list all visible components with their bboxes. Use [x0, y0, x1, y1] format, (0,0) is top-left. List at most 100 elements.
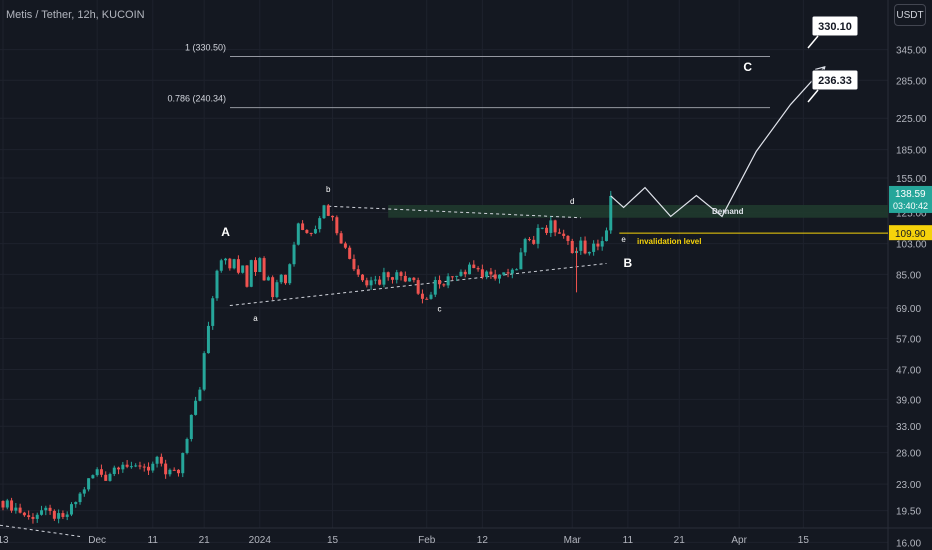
candle-body [245, 265, 249, 287]
wave-label: b [326, 185, 331, 194]
candle-body [69, 504, 73, 515]
time-tick-label: 2024 [249, 535, 272, 546]
wave-label: A [221, 225, 230, 239]
candle-body [420, 293, 424, 299]
candle-body [326, 205, 330, 216]
candle-body [194, 400, 198, 415]
time-tick-label: 21 [199, 535, 211, 546]
candle-body [185, 439, 189, 454]
wave-label: c [438, 304, 442, 313]
candle-body [266, 277, 270, 281]
candle-body [155, 456, 159, 464]
candle-body [228, 258, 232, 269]
candle-body [249, 260, 253, 287]
candle-body [545, 227, 549, 233]
candle-body [164, 463, 168, 475]
candle-body [587, 251, 591, 254]
candle-body [378, 279, 382, 285]
candle-body [489, 271, 493, 275]
time-tick-label: 15 [327, 535, 339, 546]
price-tick-label: 225.00 [896, 114, 927, 125]
candle-body [219, 260, 223, 271]
candle-body [570, 240, 574, 254]
candle-body [429, 294, 433, 299]
candle-body [455, 275, 459, 277]
target-callout-pointer [807, 35, 819, 49]
candle-body [10, 500, 14, 511]
candle-body [108, 474, 112, 481]
candle-body [82, 489, 86, 494]
candle-body [412, 277, 416, 281]
candle-body [125, 464, 129, 467]
candle-body [403, 275, 407, 282]
candle-body [129, 466, 133, 468]
currency-button[interactable]: USDT [894, 4, 926, 26]
time-tick-label: 11 [148, 535, 159, 546]
candle-body [540, 227, 544, 229]
fib-label: 0.786 (240.34) [167, 94, 226, 104]
wave-label: C [743, 60, 752, 74]
candle-body [296, 223, 300, 245]
candle-body [592, 243, 596, 252]
time-tick-label: 11 [623, 535, 634, 546]
price-tick-label: 69.00 [896, 304, 921, 315]
candle-body [425, 298, 429, 300]
candle-body [382, 272, 386, 285]
candle-body [91, 475, 95, 479]
candle-body [476, 268, 480, 270]
candle-body [408, 277, 412, 282]
candle-body [566, 235, 570, 241]
candle-body [142, 466, 146, 468]
candle-body [112, 467, 116, 475]
candle-body [583, 240, 587, 254]
time-tick-label: Feb [418, 535, 436, 546]
candle-body [31, 517, 35, 519]
candle-body [224, 258, 228, 261]
candle-body [262, 258, 266, 281]
candle-body [510, 269, 514, 274]
candle-body [335, 217, 339, 234]
candle-body [497, 274, 501, 279]
candle-body [356, 269, 360, 275]
candle-body [361, 274, 365, 281]
last-price-label: 138.59 [895, 189, 926, 200]
time-tick-label: 12 [477, 535, 489, 546]
candle-body [386, 272, 390, 278]
time-tick-label: Mar [564, 535, 582, 546]
candle-body [485, 271, 489, 277]
candle-body [258, 258, 262, 272]
wave-label: d [570, 197, 574, 206]
chart-header-title: Metis / Tether, 12h, KUCOIN [6, 9, 145, 21]
candle-body [459, 271, 463, 276]
candle-body [57, 513, 61, 519]
price-tick-label: 285.00 [896, 76, 927, 87]
wave-label: e [621, 235, 626, 244]
candle-body [390, 277, 394, 280]
candle-body [48, 507, 52, 511]
candle-body [352, 258, 356, 270]
candle-body [331, 215, 335, 218]
candle-body [480, 269, 484, 277]
candle-body [215, 270, 219, 299]
candle-body [343, 243, 347, 248]
time-tick-label: Apr [731, 535, 747, 546]
candle-body [339, 233, 343, 244]
candle-body [472, 264, 476, 269]
candle-body [117, 467, 121, 470]
trendline-upper [328, 205, 581, 219]
invalidation-price-label: 109.90 [895, 229, 926, 240]
price-tick-label: 39.00 [896, 395, 921, 406]
candle-body [322, 205, 326, 219]
candle-body [553, 220, 557, 233]
candle-body [35, 514, 39, 519]
candle-body [61, 513, 65, 517]
countdown-label: 03:40:42 [893, 201, 928, 211]
candle-body [369, 280, 373, 286]
invalidation-label: invalidation level [637, 237, 701, 246]
candle-body [348, 247, 352, 259]
candle-body [527, 239, 531, 241]
time-tick-label: 21 [674, 535, 686, 546]
candle-body [275, 282, 279, 298]
last-price-badge [889, 185, 932, 213]
